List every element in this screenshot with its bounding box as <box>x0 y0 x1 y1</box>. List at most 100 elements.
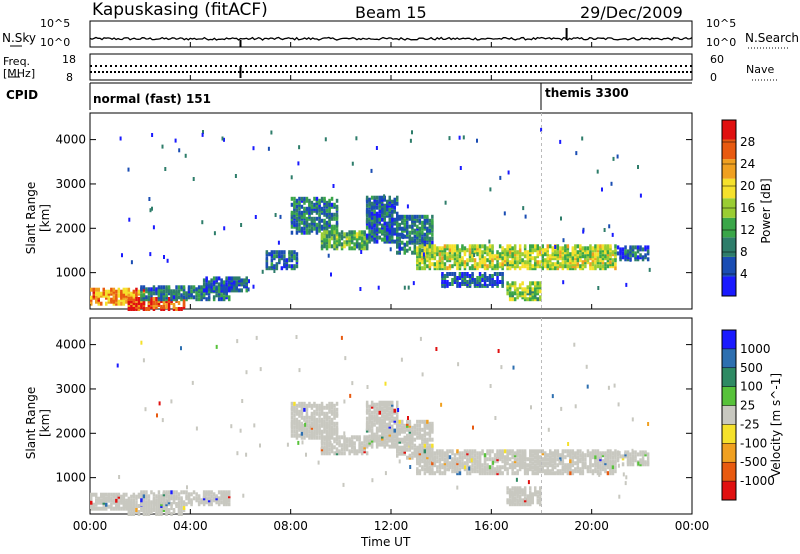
data-cell <box>416 467 419 472</box>
data-cell <box>290 250 294 255</box>
data-cell <box>436 252 439 257</box>
data-cell <box>130 260 133 265</box>
data-cell <box>559 262 562 267</box>
data-cell <box>120 506 123 511</box>
data-cell <box>526 260 529 265</box>
data-cell <box>594 244 597 249</box>
data-cell <box>418 244 422 249</box>
data-cell <box>478 276 482 280</box>
data-cell <box>210 502 213 507</box>
velocity-ylabel: Slant Range [km] <box>24 386 52 460</box>
nsearch-label: N.Search <box>745 31 800 45</box>
data-cell <box>453 272 457 276</box>
data-cell <box>245 370 248 375</box>
data-cell <box>323 234 326 239</box>
data-cell <box>396 226 399 231</box>
data-cell <box>433 262 437 267</box>
data-cell <box>584 254 587 259</box>
data-cell <box>539 486 542 491</box>
data-cell <box>428 437 432 442</box>
data-cell <box>197 297 201 302</box>
data-cell <box>180 307 183 311</box>
data-cell <box>320 232 324 237</box>
data-cell <box>360 230 364 235</box>
data-cell <box>255 335 258 340</box>
data-cell <box>310 200 314 205</box>
data-cell <box>606 252 610 257</box>
data-cell <box>607 385 610 390</box>
data-cell <box>511 471 514 476</box>
data-cell <box>308 415 311 420</box>
data-cell <box>601 252 605 257</box>
data-cell <box>310 411 314 416</box>
data-cell <box>295 403 299 408</box>
data-cell <box>297 161 300 166</box>
data-cell <box>290 419 294 424</box>
data-cell <box>185 490 188 495</box>
data-cell <box>594 455 597 460</box>
colorbar-swatch <box>722 256 736 277</box>
data-cell <box>323 411 326 416</box>
data-cell <box>295 198 299 203</box>
data-cell <box>155 508 158 512</box>
data-cell <box>100 492 103 497</box>
data-cell <box>468 258 472 263</box>
data-cell <box>145 307 148 311</box>
data-cell <box>356 244 359 249</box>
data-cell <box>370 229 374 234</box>
data-cell <box>185 502 188 507</box>
data-cell <box>400 357 403 362</box>
data-cell <box>333 407 336 412</box>
data-cell <box>396 447 399 452</box>
data-cell <box>539 490 542 495</box>
data-cell <box>591 252 595 257</box>
data-cell <box>342 482 345 487</box>
data-cell <box>536 490 539 495</box>
data-cell <box>383 408 386 413</box>
data-cell <box>541 449 544 454</box>
data-cell <box>107 289 111 294</box>
data-cell <box>270 262 274 267</box>
data-cell <box>333 202 336 207</box>
data-cell <box>491 262 494 267</box>
data-cell <box>468 266 472 271</box>
data-cell <box>273 254 276 259</box>
x-axis-title: Time UT <box>361 535 411 549</box>
data-cell <box>386 434 389 439</box>
data-cell <box>378 442 381 447</box>
data-cell <box>135 291 138 296</box>
data-cell <box>452 460 455 465</box>
y-tick-label: 4000 <box>55 133 86 147</box>
nsky-line <box>89 36 693 41</box>
data-cell <box>481 283 484 288</box>
data-cell <box>423 258 427 263</box>
data-cell <box>318 435 321 440</box>
data-cell <box>456 276 459 280</box>
data-cell <box>401 425 404 430</box>
data-cell <box>350 246 354 251</box>
data-cell <box>639 253 642 258</box>
data-cell <box>401 226 404 231</box>
data-cell <box>157 490 161 495</box>
data-cell <box>290 433 294 438</box>
data-cell <box>107 492 111 497</box>
data-cell <box>329 440 332 445</box>
data-cell <box>132 498 136 503</box>
data-cell <box>403 214 406 219</box>
data-cell <box>626 458 630 463</box>
data-cell <box>298 145 301 150</box>
data-cell <box>456 252 459 257</box>
data-cell <box>223 226 226 231</box>
data-cell <box>598 472 601 477</box>
data-cell <box>506 291 509 296</box>
data-cell <box>328 451 331 456</box>
data-cell <box>446 467 449 472</box>
data-cell <box>554 245 557 249</box>
data-cell <box>579 244 582 249</box>
data-cell <box>614 266 617 271</box>
data-cell <box>536 494 539 499</box>
data-cell <box>363 230 366 235</box>
data-cell <box>618 451 621 456</box>
data-cell <box>170 494 173 499</box>
data-cell <box>335 401 339 406</box>
